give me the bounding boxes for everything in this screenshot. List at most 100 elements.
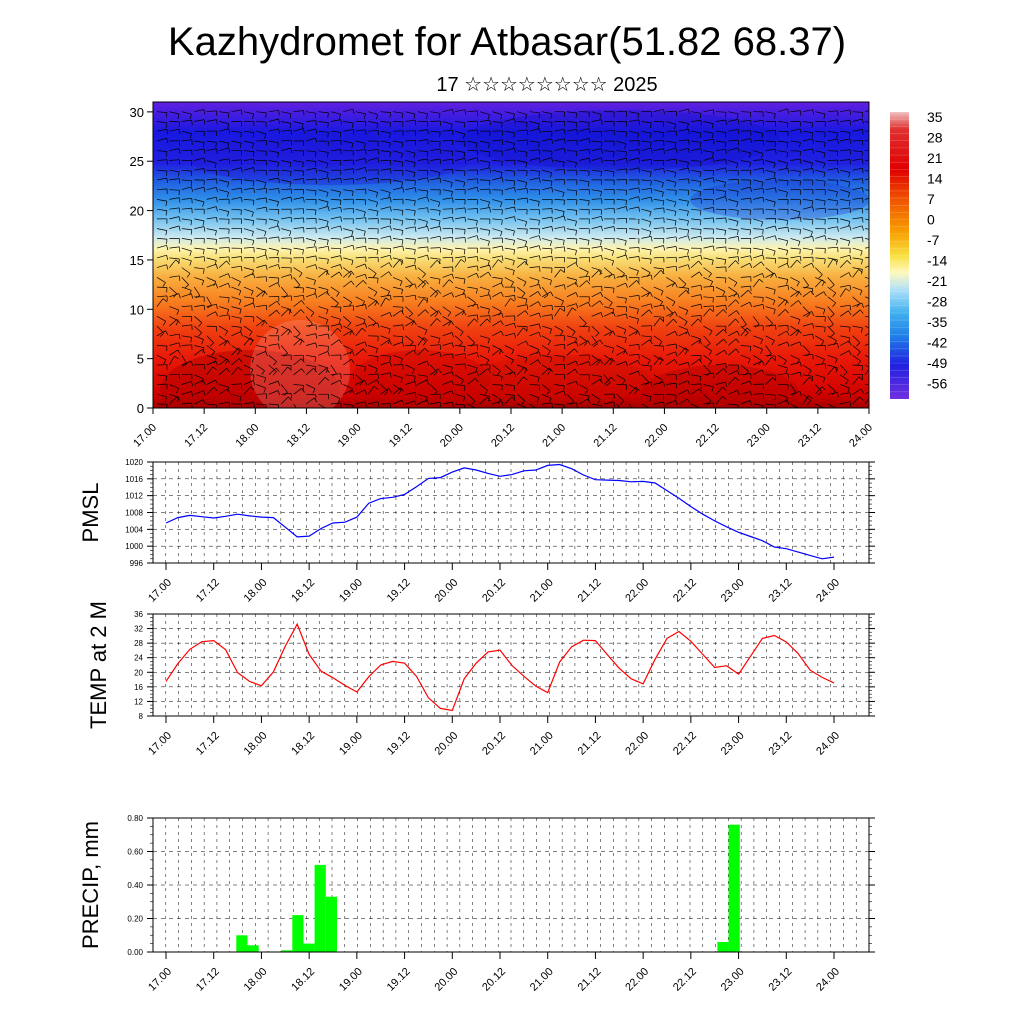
wind-barb [219,158,230,161]
wind-barb-flag [501,219,503,225]
heatmap-x-tick-label: 21.12 [591,422,619,450]
wind-barb [554,226,565,229]
wind-barb-flag [241,256,243,262]
wind-barb-flag [874,341,876,346]
wind-barb-flag [637,133,640,139]
wind-barb [579,238,590,241]
wind-barb-flag [600,376,602,382]
wind-barb-flag [799,180,801,186]
wind-barb-flag [750,138,752,144]
x-tick-label: 19.00 [337,577,365,605]
wind-barb-flag [700,294,703,300]
wind-barb [653,374,663,381]
wind-barb [815,160,825,164]
wind-barb-flag [463,152,466,158]
wind-barb [330,306,341,308]
wind-barb-flag [750,198,752,204]
wind-barb [417,254,428,259]
wind-barb-flag [476,157,479,163]
wind-barb-flag [700,161,702,167]
wind-barb [156,228,167,231]
wind-barb [591,198,602,200]
wind-barb [778,277,788,280]
wind-barb [579,325,590,328]
wind-barb-flag [576,402,578,408]
wind-barb-flag [856,342,861,347]
wind-barb [479,140,490,144]
wind-barb-flag [414,264,417,270]
wind-barb [454,310,464,317]
wind-barb [529,291,539,298]
wind-barb-flag [264,231,267,237]
wind-barb [666,121,676,125]
wind-barb [380,335,391,340]
wind-barb-flag [477,129,479,135]
wind-barb [554,208,565,212]
wind-barb [529,245,540,249]
wind-barb-flag [477,256,479,262]
wind-barb [454,374,464,381]
wind-barb-flag [278,118,280,124]
wind-barb [864,169,869,172]
wind-barb-flag [327,226,330,232]
wind-barb-flag [700,255,703,260]
wind-barb [306,333,316,337]
wind-barb-flag [848,340,852,346]
colorbar-label: -14 [927,253,947,269]
wind-barb-flag [438,113,441,119]
wind-barb-flag [498,259,503,263]
wind-barb-flag [711,123,714,129]
wind-barb [678,178,689,181]
wind-barb-flag [875,138,876,143]
wind-barb-flag [349,330,353,336]
wind-barb-flag [624,143,627,149]
wind-barb-flag [400,358,403,364]
wind-barb [715,295,726,298]
wind-barb-flag [252,181,255,187]
wind-barb [392,341,403,346]
wind-barb [405,111,416,115]
wind-barb-flag [424,280,429,285]
wind-barb [790,179,801,181]
wind-barb-flag [848,221,851,227]
wind-barb-flag [241,188,243,194]
precip-bar [314,864,326,952]
wind-barb [231,178,242,181]
wind-barb [169,315,179,322]
y-tick-label: 24 [134,654,143,663]
wind-barb [815,386,823,395]
wind-barb-flag [340,248,342,254]
wind-barb-flag [622,349,626,355]
wind-barb-flag [601,255,603,261]
wind-barb-flag [389,112,391,118]
wind-barb-flag [476,304,479,310]
wind-barb-flag [277,390,281,396]
wind-barb [156,295,168,298]
wind-barb-flag [576,258,578,264]
wind-barb [355,111,366,115]
wind-barb-flag [649,221,652,227]
wind-barb-flag [362,280,367,285]
wind-barb-flag [401,289,404,295]
wind-barb [442,179,453,183]
y-axis-label: PRECIP, mm [78,821,103,949]
wind-barb-flag [475,378,479,383]
wind-barb-flag [514,323,517,329]
wind-barb [504,257,515,261]
wind-barb-flag [711,260,714,266]
wind-barb-flag [675,343,678,349]
wind-barb-flag [327,132,329,138]
wind-barb [392,179,403,183]
wind-barb [678,228,689,231]
wind-barb [181,198,192,200]
wind-barb [740,400,751,405]
wind-barb [156,137,167,142]
x-tick-label: 22.00 [623,577,651,605]
wind-barb-flag [510,298,515,302]
wind-barb [566,247,577,251]
wind-barb-flag [650,274,653,280]
wind-barb-flag [165,230,168,236]
wind-barb-flag [647,359,651,365]
wind-barb [765,345,772,354]
wind-barb [318,225,329,229]
